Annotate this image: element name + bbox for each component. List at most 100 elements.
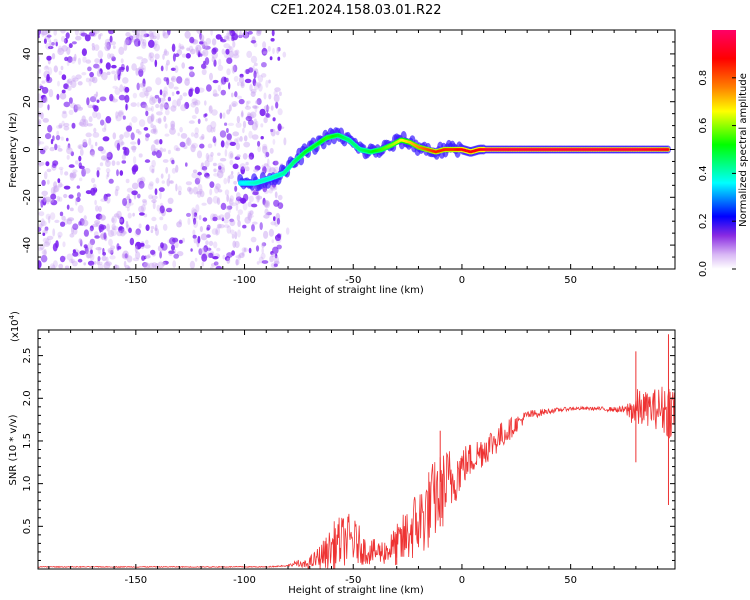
noise-speck	[208, 105, 212, 112]
noise-speck	[63, 193, 68, 199]
noise-speck	[196, 150, 203, 159]
noise-speck	[126, 187, 133, 193]
noise-speck	[194, 177, 201, 185]
noise-speck	[272, 117, 276, 122]
noise-speck	[66, 145, 71, 150]
noise-speck	[76, 185, 81, 189]
noise-speck	[77, 258, 83, 263]
noise-speck	[184, 101, 190, 110]
noise-speck	[67, 56, 73, 63]
noise-speck	[88, 137, 92, 146]
noise-speck	[175, 164, 179, 173]
noise-speck	[91, 177, 96, 184]
noise-speck	[111, 160, 116, 167]
noise-speck	[104, 44, 111, 52]
noise-speck	[89, 148, 95, 156]
noise-speck	[149, 97, 156, 105]
noise-speck	[242, 120, 247, 129]
noise-speck	[157, 261, 165, 269]
noise-speck	[193, 132, 199, 139]
noise-speck	[257, 74, 264, 83]
noise-speck	[70, 259, 74, 264]
noise-speck	[257, 193, 260, 202]
noise-speck	[122, 77, 129, 84]
noise-speck	[235, 199, 240, 205]
noise-speck	[249, 210, 254, 216]
noise-speck	[95, 141, 98, 147]
noise-speck	[82, 219, 89, 227]
noise-speck	[265, 151, 270, 158]
noise-speck	[137, 67, 145, 71]
noise-speck	[96, 167, 101, 171]
noise-speck	[157, 117, 162, 124]
x-tick-label: -100	[233, 575, 256, 586]
noise-speck	[88, 78, 92, 87]
noise-speck	[265, 79, 269, 88]
noise-speck	[116, 161, 120, 166]
noise-speck	[235, 142, 240, 150]
noise-speck	[48, 89, 54, 98]
noise-speck	[75, 197, 81, 203]
noise-speck	[201, 261, 205, 267]
spectrogram-panel: -150 -100 -50 0 50 -40 -20 0 20 40 Height of stra…	[8, 29, 676, 296]
noise-speck	[229, 197, 232, 205]
noise-speck	[38, 119, 42, 125]
noise-speck	[189, 68, 194, 76]
noise-speck	[234, 91, 238, 98]
noise-speck	[51, 42, 55, 46]
noise-speck	[166, 59, 170, 66]
noise-speck	[239, 163, 246, 170]
noise-speck	[276, 46, 280, 54]
x-tick-label: 0	[459, 275, 465, 286]
noise-speck	[100, 198, 107, 202]
noise-speck	[151, 195, 158, 200]
noise-speck	[71, 75, 76, 82]
noise-speck	[261, 242, 267, 247]
noise-speck	[149, 181, 154, 187]
noise-speck	[223, 177, 228, 185]
noise-speck	[225, 35, 230, 40]
noise-speck	[58, 196, 63, 202]
noise-speck	[218, 214, 225, 221]
noise-speck	[278, 91, 282, 97]
noise-speck	[57, 80, 60, 87]
noise-speck	[60, 221, 66, 227]
noise-speck	[53, 65, 58, 73]
noise-speck	[185, 162, 188, 167]
noise-speck	[162, 32, 169, 39]
noise-speck	[95, 247, 102, 251]
noise-speck	[159, 103, 164, 112]
noise-speck	[145, 133, 151, 138]
noise-speck	[57, 231, 63, 238]
noise-speck	[263, 163, 269, 167]
noise-speck	[218, 224, 225, 229]
colorbar-label: Normalized spectral amplitude	[738, 73, 749, 227]
noise-speck	[272, 160, 279, 166]
noise-speck	[226, 225, 232, 234]
noise-speck	[211, 56, 215, 63]
noise-speck	[200, 233, 208, 241]
noise-speck	[194, 86, 200, 95]
noise-speck	[202, 217, 208, 222]
noise-speck	[57, 178, 61, 184]
noise-speck	[277, 47, 281, 52]
noise-speck	[40, 199, 44, 208]
noise-speck	[131, 63, 137, 71]
noise-speck	[237, 81, 240, 87]
noise-speck	[229, 219, 236, 227]
noise-speck	[125, 196, 130, 201]
noise-speck	[244, 216, 251, 224]
noise-speck	[67, 78, 72, 84]
noise-speck	[89, 227, 93, 233]
noise-speck	[243, 247, 247, 252]
noise-speck	[96, 112, 102, 120]
noise-speck	[233, 180, 238, 185]
noise-speck	[148, 194, 154, 200]
noise-speck	[108, 249, 114, 254]
noise-speck	[274, 191, 278, 199]
noise-speck	[268, 188, 273, 194]
colorbar-tick-label: 0.6	[698, 118, 709, 134]
noise-speck	[201, 247, 207, 253]
noise-speck	[138, 68, 144, 77]
colorbar-tick-label: 0.4	[698, 165, 709, 181]
